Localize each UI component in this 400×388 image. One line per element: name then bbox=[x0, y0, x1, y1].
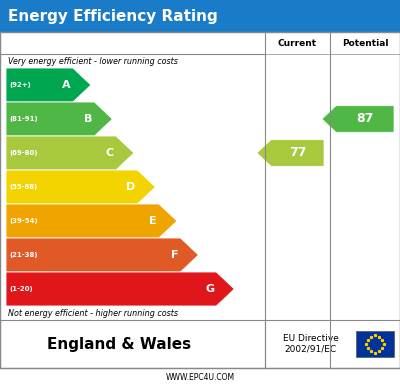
Polygon shape bbox=[6, 170, 156, 204]
Text: (39-54): (39-54) bbox=[9, 218, 38, 224]
Text: (1-20): (1-20) bbox=[9, 286, 33, 292]
Text: (69-80): (69-80) bbox=[9, 150, 38, 156]
Bar bbox=[0, 320, 400, 368]
Polygon shape bbox=[257, 140, 324, 166]
Polygon shape bbox=[322, 106, 394, 132]
Text: A: A bbox=[62, 80, 71, 90]
Text: Not energy efficient - higher running costs: Not energy efficient - higher running co… bbox=[8, 308, 178, 317]
Text: Energy Efficiency Rating: Energy Efficiency Rating bbox=[8, 9, 218, 24]
Text: (81-91): (81-91) bbox=[9, 116, 38, 122]
Text: 87: 87 bbox=[356, 113, 374, 125]
Bar bbox=[0, 0, 400, 32]
Bar bbox=[265, 32, 330, 54]
Polygon shape bbox=[6, 68, 91, 102]
Text: WWW.EPC4U.COM: WWW.EPC4U.COM bbox=[166, 374, 234, 383]
Text: E: E bbox=[149, 216, 157, 226]
Polygon shape bbox=[6, 238, 198, 272]
Text: C: C bbox=[106, 148, 114, 158]
Text: G: G bbox=[205, 284, 214, 294]
Text: Very energy efficient - lower running costs: Very energy efficient - lower running co… bbox=[8, 57, 178, 66]
Text: B: B bbox=[84, 114, 92, 124]
Text: Potential: Potential bbox=[342, 38, 388, 47]
Bar bbox=[330, 32, 400, 54]
Bar bbox=[356, 331, 394, 357]
Polygon shape bbox=[6, 272, 234, 306]
Polygon shape bbox=[6, 102, 112, 136]
Text: (21-38): (21-38) bbox=[9, 252, 38, 258]
Bar bbox=[0, 32, 400, 368]
Text: F: F bbox=[171, 250, 178, 260]
Text: (92+): (92+) bbox=[9, 82, 31, 88]
Text: England & Wales: England & Wales bbox=[47, 336, 191, 352]
Text: (55-68): (55-68) bbox=[9, 184, 37, 190]
Text: EU Directive
2002/91/EC: EU Directive 2002/91/EC bbox=[282, 334, 338, 354]
Polygon shape bbox=[6, 204, 177, 238]
Text: Current: Current bbox=[278, 38, 317, 47]
Text: D: D bbox=[126, 182, 136, 192]
Text: 77: 77 bbox=[289, 147, 306, 159]
Polygon shape bbox=[6, 136, 134, 170]
